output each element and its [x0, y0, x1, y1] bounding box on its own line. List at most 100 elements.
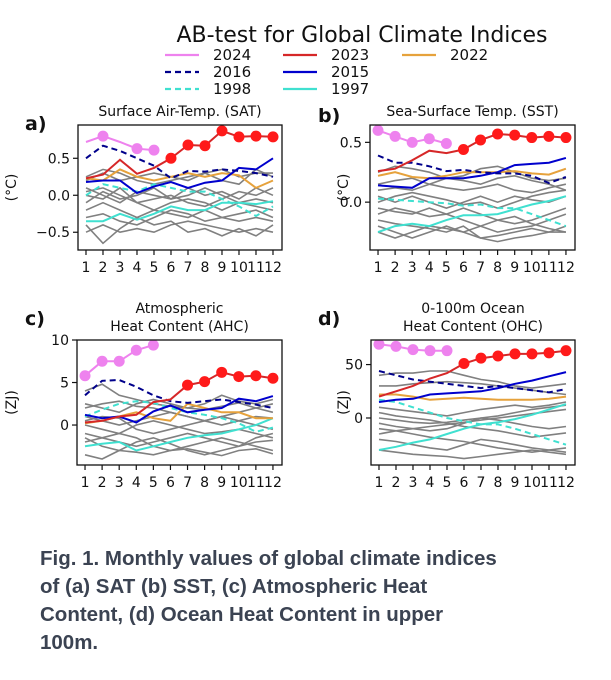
marker-2024	[79, 370, 91, 382]
x-tick-label: 8	[493, 260, 502, 276]
other-year-line	[377, 174, 567, 192]
x-tick-label: 9	[218, 260, 227, 276]
other-year-line	[377, 215, 567, 239]
y-tick-label: 0.5	[340, 135, 362, 151]
x-tick-label: 5	[150, 260, 159, 276]
marker-2024	[372, 125, 384, 136]
legend-label: 2015	[331, 63, 369, 81]
y-axis-label: (ZJ)	[336, 390, 352, 415]
other-year-line	[85, 168, 274, 186]
other-year-line	[378, 370, 567, 389]
panel-label: c)	[25, 308, 45, 330]
plot-area	[85, 125, 279, 245]
plot-frame	[76, 339, 283, 466]
panel-title: Heat Content (OHC)	[403, 319, 543, 335]
marker-2024	[147, 340, 159, 351]
legend-label: 2022	[450, 46, 488, 64]
x-tick-label: 7	[184, 260, 193, 276]
marker-2023	[267, 372, 279, 384]
marker-2024	[441, 345, 453, 357]
legend-item-1997: 1997	[283, 80, 369, 98]
figure-caption: Fig. 1. Monthly values of global climate…	[40, 545, 600, 657]
series-line-2016	[85, 144, 274, 180]
marker-2023	[560, 345, 572, 357]
marker-2024	[130, 344, 142, 356]
marker-2023	[475, 134, 487, 146]
plot-frame	[369, 124, 576, 251]
x-tick-label: 4	[132, 475, 141, 491]
y-tick-label: 0	[60, 418, 69, 434]
x-tick-label: 6	[459, 260, 468, 276]
other-year-line	[84, 432, 274, 456]
marker-2024	[97, 130, 109, 142]
panel-title: Heat Content (AHC)	[110, 319, 249, 335]
x-tick-label: 7	[476, 260, 485, 276]
x-tick-label: 1	[81, 475, 90, 491]
marker-2023	[458, 358, 470, 370]
marker-2023	[250, 130, 262, 142]
x-tick-label: 10	[523, 260, 541, 276]
other-year-line	[85, 220, 274, 234]
y-axis-label: (°C)	[336, 174, 352, 202]
other-year-line	[377, 225, 567, 239]
legend-label: 2016	[213, 63, 251, 81]
marker-2023	[509, 129, 521, 141]
other-year-line	[377, 219, 566, 243]
legend-item-2023: 2023	[283, 46, 369, 64]
y-tick-label: 10	[51, 333, 69, 349]
caption-line: of (a) SAT (b) SST, (c) Atmospheric Heat	[40, 575, 428, 598]
x-tick-label: 4	[425, 260, 434, 276]
legend-label: 1998	[213, 80, 251, 98]
other-year-line	[85, 201, 274, 223]
series-line-1998	[378, 398, 567, 446]
panels: Surface Air-Temp. (SAT) a) (°C) 0.5 0.0 −0.5 1…	[4, 104, 576, 491]
other-year-line	[85, 186, 274, 208]
x-tick-label: 7	[477, 475, 486, 491]
marker-2024	[148, 144, 160, 156]
x-tick-label: 3	[409, 475, 418, 491]
series-line-1997	[86, 200, 274, 223]
marker-2023	[526, 132, 538, 144]
marker-2023	[560, 132, 572, 144]
marker-2024	[424, 345, 436, 357]
plot-area	[79, 340, 279, 460]
panel-title: Atmospheric	[135, 301, 223, 317]
marker-2024	[407, 344, 419, 356]
x-tick-label: 9	[217, 475, 226, 491]
series-line-2015	[377, 156, 567, 189]
x-tick-label: 11	[540, 475, 558, 491]
marker-2023	[267, 131, 279, 143]
legend-item-2022: 2022	[402, 46, 488, 64]
x-tick-label: 8	[494, 475, 503, 491]
x-tick-label: 1	[375, 475, 384, 491]
series-line-2022	[379, 393, 567, 401]
x-tick-label: 2	[98, 475, 107, 491]
series-line-1998	[85, 183, 274, 218]
marker-2023	[233, 131, 245, 143]
marker-2023	[182, 379, 194, 391]
other-year-line	[378, 411, 567, 439]
marker-2023	[216, 366, 228, 378]
panel-label: d)	[318, 308, 340, 330]
y-tick-label: 5	[60, 376, 69, 392]
marker-2023	[475, 352, 487, 364]
other-year-line	[378, 449, 567, 460]
series-line-2016	[378, 370, 567, 394]
panel-title: 0-100m Ocean	[421, 301, 525, 317]
marker-2024	[131, 143, 143, 155]
marker-2023	[492, 350, 504, 362]
x-tick-label: 10	[523, 475, 541, 491]
legend-item-2024: 2024	[165, 46, 251, 64]
series-line-2015	[85, 157, 274, 195]
other-year-line	[379, 380, 567, 396]
panel-b: Sea-Surface Temp. (SST)b)(°C)0.50.01 2 3 4 5…	[318, 104, 576, 276]
x-tick-label: 12	[557, 260, 575, 276]
x-tick-label: 11	[247, 475, 265, 491]
y-tick-label: 0	[354, 411, 363, 427]
x-tick-label: 12	[557, 475, 575, 491]
y-tick-label: 50	[345, 358, 363, 374]
x-tick-label: 1	[374, 260, 383, 276]
series-line-1998	[377, 197, 567, 228]
x-tick-label: 3	[115, 475, 124, 491]
